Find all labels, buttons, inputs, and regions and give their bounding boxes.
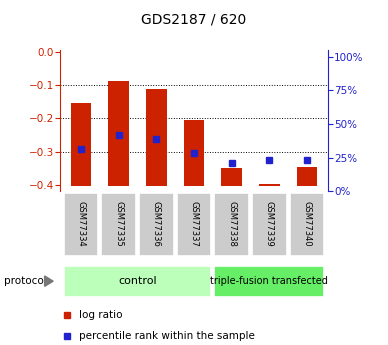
Bar — [108, 81, 129, 187]
Text: GSM77337: GSM77337 — [189, 201, 199, 247]
Text: GSM77336: GSM77336 — [152, 201, 161, 247]
Text: log ratio: log ratio — [79, 310, 122, 320]
Text: GSM77335: GSM77335 — [114, 201, 123, 247]
Bar — [259, 184, 280, 187]
FancyBboxPatch shape — [101, 193, 136, 256]
Text: triple-fusion transfected: triple-fusion transfected — [210, 276, 328, 286]
Text: GSM77340: GSM77340 — [303, 201, 312, 247]
Bar — [297, 167, 317, 187]
FancyBboxPatch shape — [252, 193, 287, 256]
FancyBboxPatch shape — [214, 266, 324, 297]
FancyBboxPatch shape — [290, 193, 324, 256]
Text: protocol: protocol — [4, 276, 47, 286]
FancyBboxPatch shape — [64, 266, 211, 297]
Bar — [146, 89, 167, 187]
Text: percentile rank within the sample: percentile rank within the sample — [79, 331, 255, 341]
Text: GSM77339: GSM77339 — [265, 201, 274, 247]
FancyBboxPatch shape — [214, 193, 249, 256]
Text: GSM77334: GSM77334 — [76, 201, 85, 247]
FancyBboxPatch shape — [177, 193, 211, 256]
Text: control: control — [118, 276, 157, 286]
Bar — [184, 120, 204, 187]
FancyBboxPatch shape — [64, 193, 98, 256]
Text: GSM77338: GSM77338 — [227, 201, 236, 247]
Bar — [221, 168, 242, 187]
FancyBboxPatch shape — [139, 193, 174, 256]
Text: GDS2187 / 620: GDS2187 / 620 — [141, 12, 247, 26]
Bar — [71, 103, 91, 187]
